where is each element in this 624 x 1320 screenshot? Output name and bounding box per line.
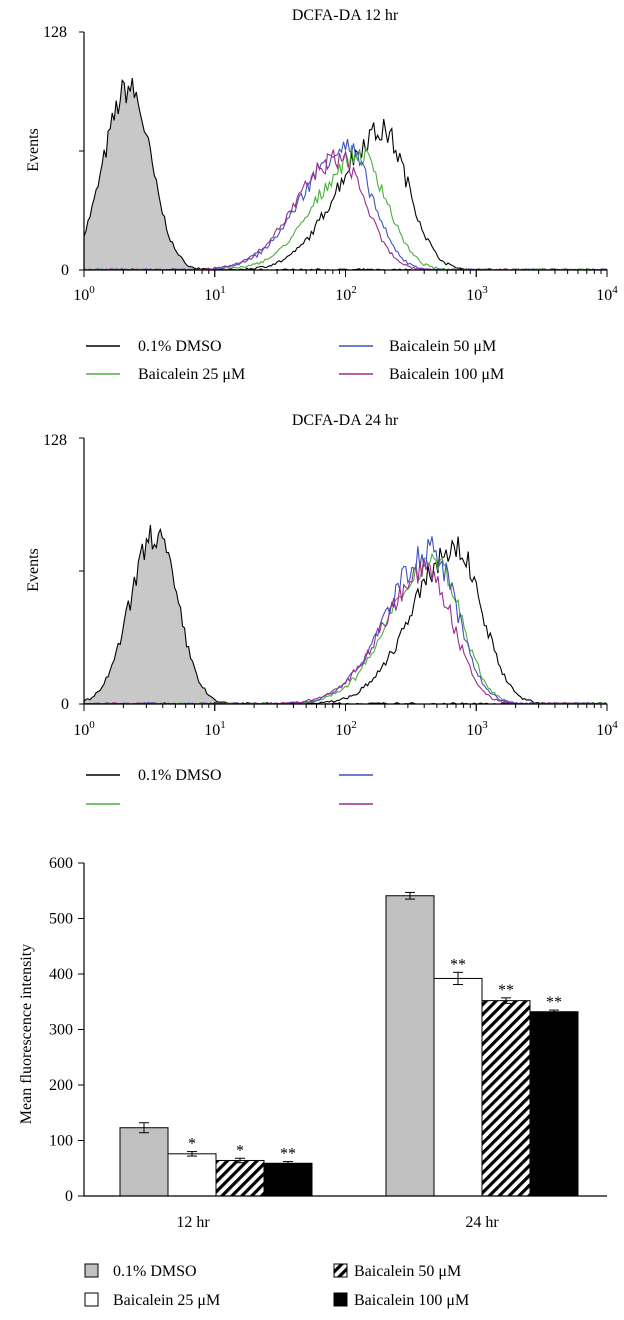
- bar-chart-mfi: Mean fluorescence intensity 0 100 200 300 40…: [18, 855, 607, 1309]
- bar-legend-b50: Baicalein 50 μM: [354, 1263, 461, 1280]
- bar-category-12hr: 12 hr: [176, 1214, 210, 1231]
- hist1-xtick-2: 102: [335, 284, 357, 304]
- hist2-xtick-labels: 100 101 102 103 104: [73, 719, 618, 739]
- hist1-xtick-0: 100: [73, 284, 95, 304]
- bar-ytick-label: 100: [49, 1133, 73, 1150]
- hist1-title: DCFA-DA 12 hr: [292, 7, 399, 24]
- hist1-legend-b25: Baicalein 25 μM: [138, 366, 245, 383]
- bar-b100-0: [263, 1162, 313, 1197]
- bar-legend-b100: Baicalein 100 μM: [354, 1292, 469, 1309]
- hist1-legend-b50: Baicalein 50 μM: [389, 338, 496, 355]
- hist2-control-fill: [83, 524, 608, 705]
- hist2-legend-dmso: 0.1% DMSO: [138, 767, 222, 784]
- hist1-ylabel: Events: [25, 128, 42, 172]
- bar-legend: 0.1% DMSO Baicalein 25 μM Baicalein 50 μ…: [84, 1263, 469, 1309]
- bar-b25-0: [167, 1153, 217, 1197]
- bar-b25-1: [433, 977, 483, 1197]
- hist1-xtick-3: 103: [466, 284, 488, 304]
- bar-ytick-label: 600: [49, 855, 73, 872]
- hist1-ytick-0: 0: [61, 262, 69, 279]
- bar-legend-swatch-dmso: [84, 1263, 99, 1278]
- hist2-title: DCFA-DA 24 hr: [292, 412, 399, 429]
- hist2-ylabel: Events: [25, 548, 42, 592]
- bar-ytick-label: 500: [49, 911, 73, 928]
- bar-b50-0: [215, 1159, 265, 1197]
- bar-dmso-1: [385, 895, 435, 1197]
- significance-mark: **: [280, 1146, 296, 1163]
- bar-ytick-label: 400: [49, 966, 73, 983]
- bar-legend-b25: Baicalein 25 μM: [113, 1292, 220, 1309]
- hist2-xtick-0: 100: [73, 719, 95, 739]
- hist1-ytick-128: 128: [43, 24, 67, 41]
- significance-mark: *: [236, 1142, 244, 1159]
- bar-ytick-label: 200: [49, 1077, 73, 1094]
- bar-legend-dmso: 0.1% DMSO: [113, 1263, 197, 1280]
- hist2-xtick-3: 103: [466, 719, 488, 739]
- hist1-control-fill: [83, 78, 608, 271]
- significance-mark: **: [546, 994, 562, 1011]
- hist1-legend-dmso: 0.1% DMSO: [138, 338, 222, 355]
- hist2-ytick-0: 0: [61, 696, 69, 713]
- histogram-24hr: DCFA-DA 24 hr Events 128 0 100 101 102 1…: [25, 412, 618, 805]
- bar-dmso-0: [119, 1127, 169, 1197]
- bar-ytick-label: 300: [49, 1022, 73, 1039]
- hist2-xtick-2: 102: [335, 719, 357, 739]
- hist1-legend: 0.1% DMSO Baicalein 25 μM Baicalein 50 μ…: [86, 338, 504, 383]
- hist2-legend: 0.1% DMSO: [86, 767, 373, 805]
- significance-mark: *: [188, 1136, 196, 1153]
- hist2-xtick-4: 104: [596, 719, 618, 739]
- hist1-xtick-labels: 100 101 102 103 104: [73, 284, 618, 304]
- histogram-12hr: DCFA-DA 12 hr Events 128 0 100 101 102 1…: [25, 7, 618, 383]
- hist2-ytick-128: 128: [43, 432, 67, 449]
- bar-legend-swatch-b50: [333, 1263, 348, 1278]
- bar-legend-swatch-b100: [333, 1292, 348, 1307]
- hist2-xtick-1: 101: [204, 719, 226, 739]
- bar-ytick-label: 0: [65, 1188, 73, 1205]
- significance-mark: **: [450, 956, 466, 973]
- bar-legend-swatch-b25: [84, 1292, 99, 1307]
- significance-mark: **: [498, 982, 514, 999]
- hist1-legend-b100: Baicalein 100 μM: [389, 366, 504, 383]
- bar-ylabel: Mean fluorescence intensity: [18, 944, 35, 1124]
- hist1-xtick-4: 104: [596, 284, 618, 304]
- bar-b100-1: [529, 1011, 579, 1197]
- bar-category-24hr: 24 hr: [465, 1214, 499, 1231]
- bar-b50-1: [481, 1000, 531, 1197]
- hist1-xtick-1: 101: [204, 284, 226, 304]
